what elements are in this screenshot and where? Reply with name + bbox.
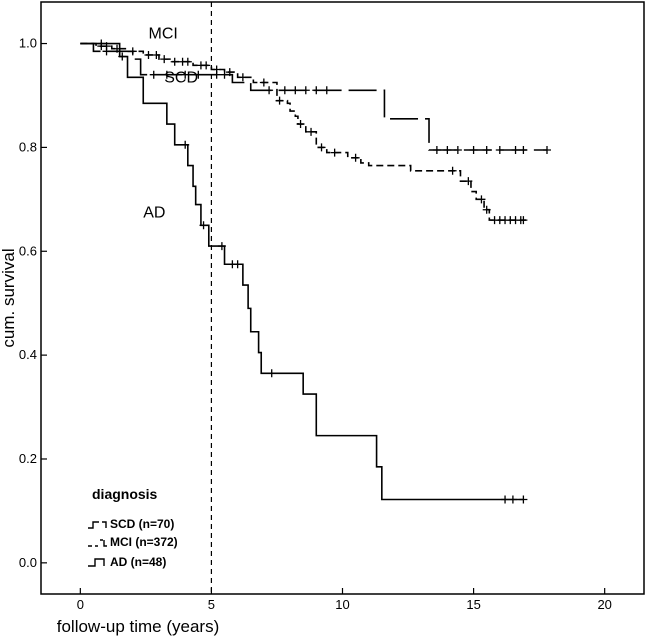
survival-curve-scd <box>80 42 547 151</box>
survival-curve-mci <box>80 42 527 221</box>
legend-label-scd: SCD (n=70) <box>110 517 174 531</box>
legend: diagnosis SCD (n=70) MCI (n=372) AD (n=4… <box>88 486 178 569</box>
censor-mark-mci <box>170 57 179 66</box>
censor-mark-scd <box>149 70 158 79</box>
censor-mark-ad <box>118 52 127 61</box>
y-tick-label: 1.0 <box>19 36 37 51</box>
censor-mark-ad <box>199 221 208 230</box>
censor-mark-mci <box>160 55 169 64</box>
censor-mark-scd <box>181 70 190 79</box>
x-tick-label: 0 <box>77 597 84 612</box>
censor-mark-mci <box>330 148 339 157</box>
censor-mark-ad <box>181 140 190 149</box>
censor-mark-mci <box>212 65 221 74</box>
y-tick-label: 0.0 <box>19 555 37 570</box>
censor-mark-scd <box>542 146 551 154</box>
legend-label-mci: MCI (n=372) <box>110 535 178 549</box>
censor-mark-mci <box>152 50 161 59</box>
censor-mark-scd <box>482 146 491 154</box>
censor-mark-mci <box>351 153 360 162</box>
y-axis-title: cum. survival <box>0 248 18 347</box>
censor-mark-ad <box>508 495 517 504</box>
plot-layer: 0 5 10 15 20 0.0 0.2 0.4 0.6 0.8 1.0 MCI SCD AD <box>19 2 612 612</box>
censor-mark-ad <box>267 369 276 378</box>
legend-title: diagnosis <box>92 486 158 502</box>
censor-mark-mci <box>128 47 137 56</box>
censor-mark-mci <box>259 78 268 87</box>
curve-label-scd: SCD <box>164 69 198 86</box>
survival-curve-ad <box>80 42 524 501</box>
legend-label-ad: AD (n=48) <box>110 555 166 569</box>
censor-mark-mci <box>448 166 457 175</box>
censor-mark-scd <box>453 146 462 154</box>
y-tick-label: 0.4 <box>19 347 37 362</box>
censor-mark-scd <box>443 146 452 154</box>
censor-mark-scd <box>265 86 274 95</box>
censor-mark-mci <box>202 61 211 70</box>
censor-mark-scd <box>511 146 520 154</box>
x-tick-label: 10 <box>335 597 349 612</box>
censor-mark-scd <box>194 70 203 79</box>
y-tick-label: 0.6 <box>19 243 37 258</box>
censor-mark-mci <box>275 96 284 105</box>
censor-mark-mci <box>464 177 473 186</box>
censor-mark-scd <box>322 86 331 95</box>
censor-mark-scd <box>220 70 229 79</box>
censor-mark-mci <box>477 195 486 204</box>
censor-mark-scd <box>519 146 528 154</box>
x-axis-title: follow-up time (years) <box>57 617 220 636</box>
curve-label-mci: MCI <box>148 25 177 42</box>
x-tick-label: 5 <box>208 597 215 612</box>
censor-mark-scd <box>301 86 310 95</box>
y-tick-label: 0.8 <box>19 139 37 154</box>
censor-mark-scd <box>495 146 504 154</box>
censor-mark-mci <box>225 68 234 77</box>
y-tick-label: 0.2 <box>19 451 37 466</box>
censor-mark-ad <box>217 242 226 251</box>
censor-mark-ad <box>501 495 510 504</box>
censor-mark-mci <box>183 57 192 66</box>
x-tick-label: 15 <box>466 597 480 612</box>
censor-mark-mci <box>317 143 326 152</box>
censor-mark-scd <box>280 86 289 95</box>
censor-mark-ad <box>519 495 528 504</box>
censor-mark-mci <box>482 205 491 214</box>
censor-mark-scd <box>469 146 478 154</box>
censor-mark-mci <box>296 120 305 129</box>
legend-swatch-scd <box>88 521 107 529</box>
censor-mark-scd <box>432 146 441 154</box>
x-tick-label: 20 <box>597 597 611 612</box>
censor-mark-scd <box>162 70 171 79</box>
censor-mark-mci <box>519 216 528 225</box>
legend-swatch-ad <box>88 558 105 567</box>
censor-mark-mci <box>307 127 316 136</box>
curve-label-ad: AD <box>143 205 165 222</box>
censor-mark-ad <box>233 260 242 269</box>
legend-swatch-mci <box>88 539 107 547</box>
censor-mark-ad <box>97 39 106 48</box>
censor-mark-mci <box>144 50 153 59</box>
censor-mark-scd <box>312 86 321 95</box>
censor-mark-mci <box>238 73 247 82</box>
plot-frame <box>40 1 645 595</box>
censor-mark-scd <box>291 86 300 95</box>
